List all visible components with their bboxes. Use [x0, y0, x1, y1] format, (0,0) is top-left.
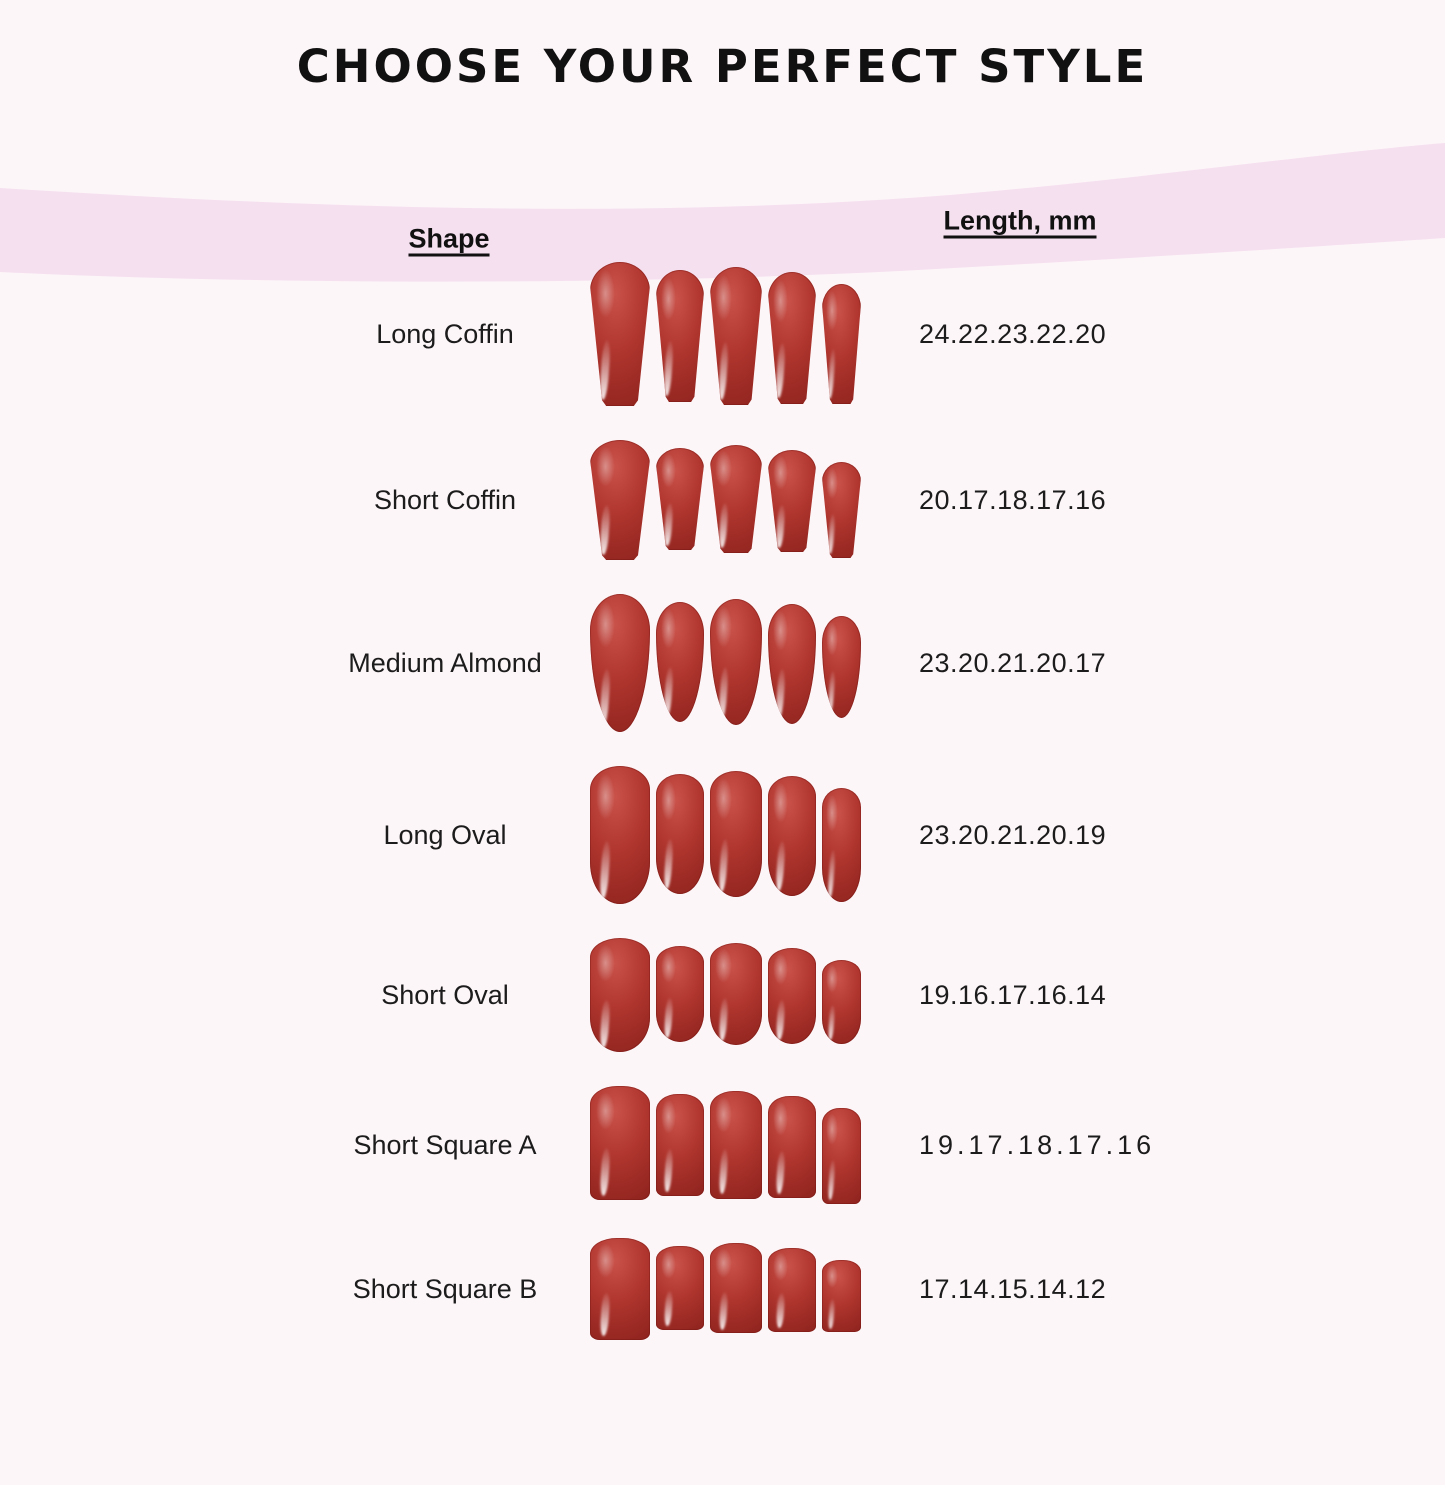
- nail-oval: [768, 776, 816, 896]
- nail-square: [656, 1246, 704, 1330]
- shape-label: Short Square B: [352, 1273, 538, 1304]
- nail-set-coffin: [590, 262, 875, 406]
- nail-square: [710, 1091, 762, 1199]
- shape-label: Short Square A: [353, 1129, 537, 1160]
- shape-label: Long Oval: [383, 819, 507, 850]
- nail-set-square: [590, 1086, 875, 1204]
- shape-label: Long Coffin: [376, 318, 514, 349]
- length-values: 24.22.23.22.20: [919, 318, 1107, 349]
- length-values: 23.20.21.20.19: [919, 819, 1107, 850]
- nail-coffin: [768, 272, 816, 404]
- nail-coffin: [656, 448, 704, 550]
- nail-set-square: [590, 1238, 875, 1340]
- style-row: Short Square A 19.17.18.17.16: [0, 1086, 1445, 1204]
- nail-oval: [768, 948, 816, 1044]
- nail-almond: [656, 602, 704, 722]
- nail-set-almond: [590, 594, 875, 732]
- nail-coffin: [822, 462, 861, 558]
- nail-square: [656, 1094, 704, 1196]
- style-row: Long Oval 23.20.21.20.19: [0, 766, 1445, 904]
- nail-set-oval: [590, 938, 875, 1052]
- nail-coffin: [590, 440, 650, 560]
- nail-square: [822, 1260, 861, 1332]
- shape-column-header: Shape: [408, 223, 490, 254]
- shape-label: Short Coffin: [373, 484, 517, 515]
- nail-coffin: [710, 445, 762, 553]
- length-values: 19.16.17.16.14: [919, 979, 1107, 1010]
- nail-oval: [656, 774, 704, 894]
- style-row: Short Square B 17.14.15.14.12: [0, 1238, 1445, 1340]
- nail-coffin: [768, 450, 816, 552]
- nail-oval: [710, 771, 762, 897]
- nail-oval: [590, 766, 650, 904]
- nail-set-oval: [590, 766, 875, 904]
- nail-oval: [822, 960, 861, 1044]
- nail-square: [768, 1248, 816, 1332]
- nail-style-chart: CHOOSE YOUR PERFECT STYLE Shape Length, …: [0, 40, 1445, 1485]
- nail-set-coffin: [590, 440, 875, 560]
- length-values: 20.17.18.17.16: [919, 484, 1107, 515]
- style-rows: Long Coffin 24.22.23.22.20 Short Coffin 20.…: [0, 262, 1445, 1340]
- nail-square: [590, 1238, 650, 1340]
- nail-almond: [590, 594, 650, 732]
- nail-square: [710, 1243, 762, 1333]
- nail-oval: [590, 938, 650, 1052]
- nail-square: [590, 1086, 650, 1200]
- length-column-header: Length, mm: [943, 205, 1097, 236]
- nail-coffin: [590, 262, 650, 406]
- page-title: CHOOSE YOUR PERFECT STYLE: [296, 40, 1149, 93]
- nail-almond: [710, 599, 762, 725]
- nail-almond: [822, 616, 861, 718]
- nail-square: [822, 1108, 861, 1204]
- style-row: Medium Almond 23.20.21.20.17: [0, 594, 1445, 732]
- nail-coffin: [822, 284, 861, 404]
- shape-label: Medium Almond: [348, 647, 542, 678]
- shape-label: Short Oval: [381, 979, 509, 1010]
- nail-coffin: [656, 270, 704, 402]
- nail-coffin: [710, 267, 762, 405]
- length-values: 17.14.15.14.12: [919, 1273, 1107, 1304]
- nail-square: [768, 1096, 816, 1198]
- length-values: 19.17.18.17.16: [919, 1129, 1156, 1160]
- style-row: Short Oval 19.16.17.16.14: [0, 938, 1445, 1052]
- style-row: Long Coffin 24.22.23.22.20: [0, 262, 1445, 406]
- style-row: Short Coffin 20.17.18.17.16: [0, 440, 1445, 560]
- length-values: 23.20.21.20.17: [919, 647, 1107, 678]
- nail-oval: [710, 943, 762, 1045]
- nail-oval: [656, 946, 704, 1042]
- nail-almond: [768, 604, 816, 724]
- nail-oval: [822, 788, 861, 902]
